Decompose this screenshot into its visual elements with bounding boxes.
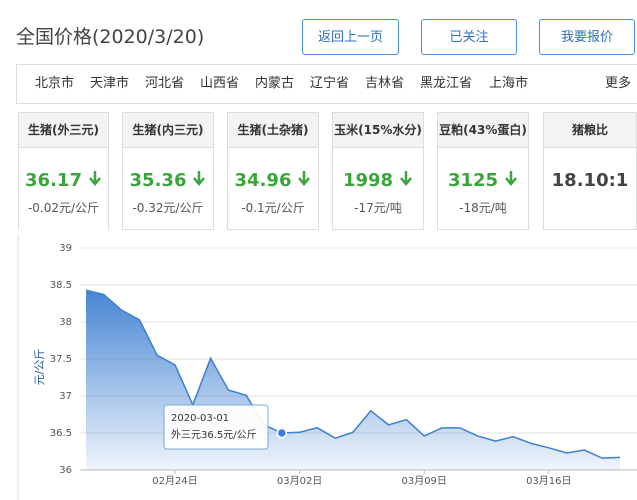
card-name: 生猪(内三元) <box>123 113 213 148</box>
card-change: -0.1元/公斤 <box>241 201 305 215</box>
y-tick-label: 39 <box>59 243 72 254</box>
card-value: 1998 <box>333 170 423 191</box>
y-tick-label: 38.5 <box>50 280 72 291</box>
region-link[interactable]: 吉林省 <box>365 76 405 91</box>
region-link[interactable]: 内蒙古 <box>255 76 295 91</box>
price-card: 豆粕(43%蛋白) 3125 -18元/吨 <box>437 112 529 230</box>
x-tick-label: 02月24日 <box>152 475 197 487</box>
y-tick-label: 36.5 <box>50 428 72 439</box>
card-value-text: 34.96 <box>234 170 292 191</box>
card-value-text: 1998 <box>342 170 394 191</box>
card-value: 35.36 <box>123 170 213 191</box>
card-change: -17元/吨 <box>354 201 402 215</box>
tooltip-box <box>163 404 269 450</box>
card-value-text: 18.10:1 <box>551 170 629 191</box>
card-change: -18元/吨 <box>459 201 507 215</box>
card-value: 18.10:1 <box>544 170 636 191</box>
price-card: 玉米(15%水分) 1998 -17元/吨 <box>332 112 424 230</box>
y-tick-label: 36 <box>59 465 72 476</box>
area-line <box>85 289 621 459</box>
y-tick-label: 37 <box>59 391 72 402</box>
tooltip-text: 外三元36.5元/公斤 <box>171 429 257 441</box>
down-arrow <box>298 171 311 186</box>
x-tick-label: 03月09日 <box>401 475 446 487</box>
y-axis-label: 元/公斤 <box>33 349 46 386</box>
card-name: 生猪(土杂猪) <box>228 113 318 148</box>
price-card: 生猪(土杂猪) 34.96 -0.1元/公斤 <box>227 112 319 230</box>
price-card: 生猪(内三元) 35.36 -0.32元/公斤 <box>122 112 214 230</box>
down-arrow <box>89 171 101 186</box>
x-tick-label: 03月02日 <box>277 475 322 487</box>
quote-button[interactable]: 我要报价 <box>539 19 635 55</box>
down-arrow <box>400 171 413 186</box>
card-name: 玉米(15%水分) <box>333 113 423 148</box>
highlight-point <box>276 427 288 439</box>
down-arrow <box>505 171 518 186</box>
tooltip-date: 2020-03-01 <box>171 413 229 424</box>
card-value: 34.96 <box>228 170 318 191</box>
region-link[interactable]: 天津市 <box>90 76 130 91</box>
price-card: 猪粮比 18.10:1 <box>543 112 637 230</box>
y-tick-label: 37.5 <box>50 354 72 365</box>
more-link[interactable]: 更多 <box>605 76 632 91</box>
region-bar: 更多 北京市 天津市 河北省 山西省 内蒙古 辽宁省 吉林省 黑龙江省 上海市 <box>16 64 637 104</box>
card-value-text: 3125 <box>447 170 499 191</box>
card-value: 3125 <box>438 170 528 191</box>
y-tick-label: 38 <box>59 317 72 328</box>
region-link[interactable]: 北京市 <box>35 76 75 91</box>
card-name: 猪粮比 <box>544 113 636 148</box>
card-change: -0.32元/公斤 <box>132 201 204 215</box>
card-value-text: 35.36 <box>129 170 187 191</box>
card-value-text: 36.17 <box>25 170 82 191</box>
card-name: 豆粕(43%蛋白) <box>438 113 528 148</box>
region-link[interactable]: 河北省 <box>145 76 185 91</box>
region-link[interactable]: 山西省 <box>200 76 240 91</box>
card-name: 生猪(外三元) <box>19 113 108 148</box>
page-title: 全国价格(2020/3/20) <box>16 26 205 48</box>
chart: 元/公斤 36 36.5 37 37.5 38 38.5 39 02月24日 03月02日 03月… <box>17 235 637 500</box>
region-link[interactable]: 辽宁省 <box>310 76 350 91</box>
card-change: -0.02元/公斤 <box>27 201 100 215</box>
price-card: 生猪(外三元) 36.17 -0.02元/公斤 <box>18 112 109 230</box>
follow-button[interactable]: 已关注 <box>421 19 517 55</box>
card-value: 36.17 <box>19 170 108 191</box>
down-arrow <box>193 171 206 186</box>
x-tick-label: 03月16日 <box>526 475 571 487</box>
back-button[interactable]: 返回上一页 <box>302 19 399 55</box>
region-link[interactable]: 上海市 <box>489 76 529 91</box>
region-link[interactable]: 黑龙江省 <box>420 76 473 91</box>
